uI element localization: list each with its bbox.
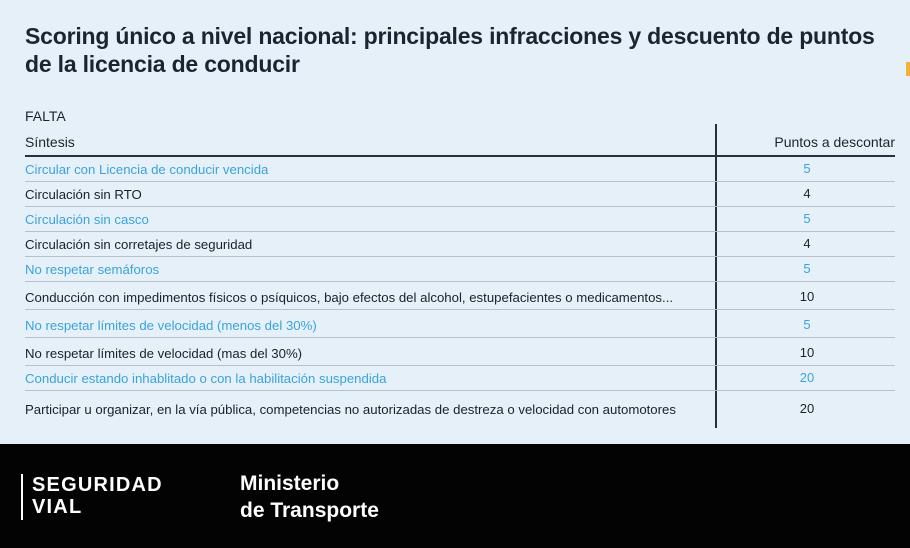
infraction-text: Circulación sin casco (25, 212, 149, 227)
infraction-text: Participar u organizar, en la vía públic… (25, 402, 676, 417)
seguridad-vial-logo: SEGURIDAD VIAL (32, 474, 163, 518)
table-row: Participar u organizar, en la vía públic… (25, 391, 895, 421)
infraction-text: No respetar límites de velocidad (mas de… (25, 346, 303, 361)
table-row: Circulación sin casco 5 (25, 207, 895, 232)
infraction-text: Conducir estando inhablitado o con la ha… (25, 371, 387, 386)
brand-line-2: VIAL (32, 496, 83, 518)
points-value: 10 (799, 345, 815, 360)
column-header-puntos: Puntos a descontar (774, 134, 895, 150)
points-value: 10 (799, 289, 815, 304)
ministry-line-2: de Transporte (240, 499, 379, 522)
column-divider (715, 124, 717, 428)
points-value: 4 (803, 186, 811, 201)
infraction-text: No respetar límites de velocidad (menos … (25, 318, 317, 333)
infraction-text: Circulación sin RTO (25, 187, 142, 202)
points-value: 5 (803, 161, 811, 176)
infraction-text: Conducción con impedimentos físicos o ps… (25, 290, 674, 305)
points-value: 20 (799, 370, 815, 385)
table-row: Circulación sin corretajes de seguridad … (25, 232, 895, 257)
table-row: Circulación sin RTO 4 (25, 182, 895, 207)
points-value: 5 (803, 317, 811, 332)
table-row: No respetar límites de velocidad (menos … (25, 310, 895, 338)
brand-line-1: SEGURIDAD (32, 474, 163, 496)
points-value: 5 (803, 261, 811, 276)
infraction-text: Circular con Licencia de conducir vencid… (25, 162, 269, 177)
table-row: No respetar límites de velocidad (mas de… (25, 338, 895, 366)
footer: SEGURIDAD VIAL Ministerio de Transporte (0, 444, 910, 548)
table-row: Conducción con impedimentos físicos o ps… (25, 282, 895, 310)
table-row: Circular con Licencia de conducir vencid… (25, 157, 895, 182)
infractions-table: FALTA Síntesis Puntos a descontar Circul… (25, 104, 895, 428)
infraction-text: No respetar semáforos (25, 262, 160, 277)
points-value: 5 (803, 211, 811, 226)
table-row: Conducir estando inhablitado o con la ha… (25, 366, 895, 391)
infraction-text: Circulación sin corretajes de seguridad (25, 237, 253, 252)
ministry-line-1: Ministerio (240, 472, 340, 495)
column-header-sintesis: Síntesis (25, 134, 75, 150)
table-body: Circular con Licencia de conducir vencid… (25, 157, 895, 421)
corner-accent-mark (906, 62, 910, 76)
table-row: No respetar semáforos 5 (25, 257, 895, 282)
header-group-label: FALTA (25, 108, 66, 124)
points-value: 4 (803, 236, 811, 251)
header-divider (25, 155, 895, 157)
page-title: Scoring único a nivel nacional: principa… (25, 23, 875, 77)
ministry-logo: Ministerio de Transporte (240, 470, 379, 524)
points-value: 20 (799, 401, 815, 416)
brand-divider (21, 474, 23, 520)
